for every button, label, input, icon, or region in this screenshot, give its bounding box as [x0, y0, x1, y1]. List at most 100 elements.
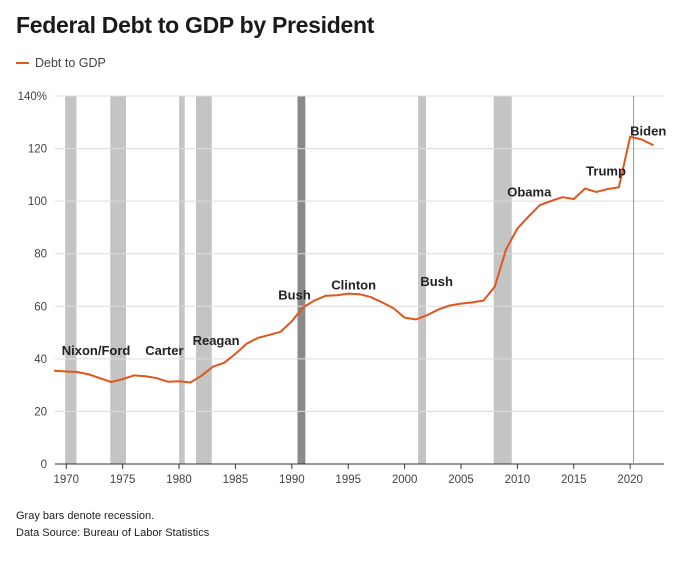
data-point [527, 215, 530, 218]
series-line [54, 135, 654, 384]
data-point [76, 371, 79, 373]
data-point [313, 299, 316, 302]
data-point [178, 380, 180, 383]
data-point [324, 294, 327, 297]
data-point [211, 365, 214, 368]
data-point [87, 373, 90, 376]
recession-bars [65, 96, 512, 464]
data-point [155, 377, 158, 379]
data-point [110, 381, 113, 383]
data-point [121, 378, 124, 380]
president-label: Nixon/Ford [62, 343, 131, 358]
y-tick-label: 20 [34, 406, 47, 418]
president-label: Biden [630, 124, 666, 139]
data-point [358, 293, 361, 296]
data-point [268, 334, 271, 336]
data-point [133, 374, 135, 377]
data-point [200, 374, 203, 377]
data-point [426, 314, 429, 317]
president-annotations: Nixon/Ford Carter Reagan Bush Clinton Bush Oba… [62, 124, 667, 358]
recession-bar [195, 96, 212, 464]
x-tick-label: 2020 [617, 474, 643, 486]
data-point [302, 306, 305, 309]
recession-bar [110, 96, 127, 464]
y-tick-label: 140% [18, 91, 47, 103]
data-point [448, 304, 451, 307]
data-point [651, 143, 654, 146]
president-label: Carter [145, 343, 183, 358]
data-point [437, 308, 440, 311]
source-note: Data Source: Bureau of Labor Statistics [16, 527, 210, 539]
president-label: Obama [507, 185, 552, 200]
data-point [606, 188, 609, 190]
recession-note: Gray bars denote recession. [16, 510, 155, 522]
x-tick-label: 1995 [335, 474, 361, 486]
data-point [279, 330, 282, 333]
x-tick-label: 2015 [561, 474, 587, 486]
data-point [65, 370, 68, 373]
data-point [54, 369, 56, 372]
data-point [460, 302, 462, 305]
data-point [403, 316, 406, 319]
x-tick-label: 1970 [53, 474, 79, 486]
data-point [336, 294, 338, 297]
recession-bar [493, 96, 512, 464]
data-point [99, 377, 102, 380]
x-tick-label: 1975 [110, 474, 136, 486]
recession-bar [418, 96, 427, 464]
data-point [516, 227, 519, 230]
president-label: Clinton [331, 278, 376, 293]
data-point [257, 336, 259, 339]
recession-bar [179, 96, 185, 464]
y-tick-label: 40 [34, 354, 47, 366]
data-point [414, 318, 417, 321]
data-point [234, 352, 237, 355]
recession-bar [65, 96, 77, 464]
data-point [640, 138, 643, 141]
data-point [493, 285, 496, 288]
y-tick-label: 100 [28, 196, 47, 208]
data-point [572, 198, 575, 200]
data-point [505, 248, 508, 251]
data-point [144, 375, 147, 378]
data-point [595, 191, 598, 193]
y-tick-label: 120 [28, 144, 47, 156]
president-label: Reagan [193, 333, 240, 348]
president-label: Trump [586, 164, 626, 179]
recession-bar [297, 96, 306, 464]
x-tick-label: 2005 [448, 474, 474, 486]
data-point [539, 204, 541, 206]
data-point [223, 361, 226, 364]
x-tick-label: 1990 [279, 474, 305, 486]
y-tick-label: 80 [34, 249, 47, 261]
data-point [369, 296, 372, 298]
gridlines [55, 95, 664, 465]
data-point [629, 135, 632, 138]
data-point [290, 320, 293, 323]
legend-label: Debt to GDP [35, 56, 106, 70]
data-point [347, 292, 350, 295]
data-point [189, 381, 192, 384]
data-point [561, 196, 564, 199]
y-tick-label: 60 [34, 301, 47, 313]
data-point [482, 299, 485, 302]
president-label: Bush [420, 274, 453, 289]
debt-to-gdp-line [54, 135, 654, 384]
data-point [392, 307, 395, 310]
data-point [166, 380, 169, 383]
data-point [381, 301, 383, 304]
legend-swatch [16, 62, 29, 64]
data-point [245, 342, 248, 345]
x-tick-label: 1980 [166, 474, 192, 486]
x-tick-label: 1985 [223, 474, 249, 486]
legend: Debt to GDP [16, 56, 106, 70]
x-tick-label: 2010 [505, 474, 531, 486]
y-tick-label: 0 [41, 459, 47, 471]
axes: 0 20 40 60 80 100 120 140% 1970 1975 1980 1985 1990 1… [18, 91, 664, 486]
data-point [471, 301, 474, 304]
chart-title: Federal Debt to GDP by President [16, 12, 375, 38]
data-point [584, 187, 586, 190]
president-label: Bush [278, 288, 311, 303]
data-point [617, 186, 620, 189]
